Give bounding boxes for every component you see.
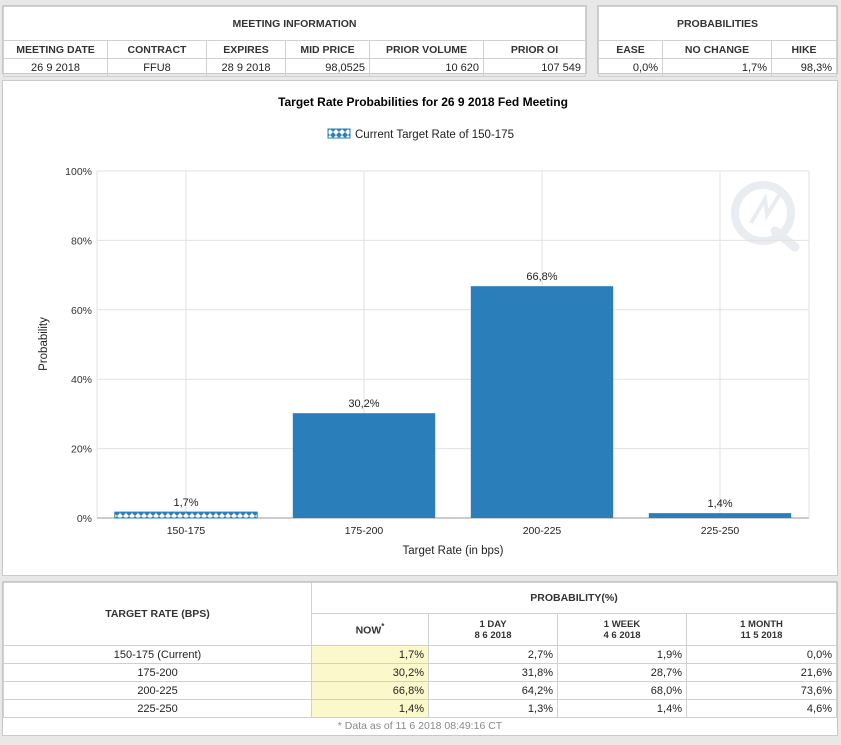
- y-tick-label: 20%: [71, 444, 92, 456]
- probabilities-panel: PROBABILITIES EASE NO CHANGE HIKE 0,0% 1…: [597, 5, 838, 77]
- week-cell: 28,7%: [557, 663, 687, 682]
- month-cell: 21,6%: [686, 663, 837, 682]
- target-rate-chart: Target Rate Probabilities for 26 9 2018 …: [38, 95, 810, 557]
- x-tick-labels: 150-175 175-200 200-225 225-250: [167, 525, 740, 537]
- expires-value: 28 9 2018: [206, 58, 286, 77]
- y-tick-labels: 0% 20% 40% 60% 80% 100%: [65, 166, 92, 525]
- period-label: 1 MONTH: [740, 618, 783, 630]
- chart-title: Target Rate Probabilities for 26 9 2018 …: [278, 95, 568, 109]
- now-cell: 1,4%: [311, 699, 429, 718]
- chart-legend[interactable]: Current Target Rate of 150-175: [327, 128, 514, 141]
- table-row: 225-250 1,4% 1,3% 1,4% 4,6%: [3, 699, 837, 718]
- now-cell: 1,7%: [311, 645, 429, 664]
- day-cell: 2,7%: [428, 645, 558, 664]
- meeting-info-title: MEETING INFORMATION: [3, 6, 586, 41]
- probability-header: PROBABILITY(%): [311, 582, 837, 614]
- col-no-change: NO CHANGE: [662, 40, 772, 59]
- probabilities-table: PROBABILITIES EASE NO CHANGE HIKE 0,0% 1…: [598, 6, 837, 77]
- table-row: 200-225 66,8% 64,2% 68,0% 73,6%: [3, 681, 837, 700]
- meeting-info-table: MEETING INFORMATION MEETING DATE CONTRAC…: [3, 6, 586, 77]
- month-cell: 73,6%: [686, 681, 837, 700]
- chart-panel: Target Rate Probabilities for 26 9 2018 …: [2, 80, 838, 576]
- col-prior-oi: PRIOR OI: [483, 40, 586, 59]
- grid-lines: [96, 170, 810, 519]
- y-tick-label: 0%: [77, 513, 92, 525]
- ease-value: 0,0%: [598, 58, 663, 77]
- col-now: NOW*: [311, 613, 429, 646]
- period-label: 1 DAY: [479, 618, 507, 630]
- rate-cell: 225-250: [3, 699, 312, 718]
- data-label: 66,8%: [526, 271, 557, 283]
- prior-oi-value: 107 549: [483, 58, 586, 77]
- col-hike: HIKE: [771, 40, 837, 59]
- month-cell: 4,6%: [686, 699, 837, 718]
- probabilities-title: PROBABILITIES: [598, 6, 837, 41]
- y-tick-label: 80%: [71, 235, 92, 247]
- data-label: 1,4%: [707, 498, 732, 510]
- bar-225-250: [648, 513, 792, 518]
- bar-150-175: [114, 511, 258, 519]
- period-date: 11 5 2018: [740, 629, 783, 641]
- legend-label: Current Target Rate of 150-175: [355, 129, 514, 141]
- contract-value: FFU8: [107, 58, 207, 77]
- now-mark: *: [381, 622, 385, 632]
- col-target-rate: TARGET RATE (BPS): [3, 582, 312, 646]
- month-cell: 0,0%: [686, 645, 837, 664]
- y-axis-label: Probability: [38, 317, 50, 371]
- now-cell: 66,8%: [311, 681, 429, 700]
- week-cell: 1,4%: [557, 699, 687, 718]
- hike-value: 98,3%: [771, 58, 837, 77]
- rate-cell: 175-200: [3, 663, 312, 682]
- table-row: 175-200 30,2% 31,8% 28,7% 21,6%: [3, 663, 837, 682]
- x-tick-label: 225-250: [701, 525, 740, 537]
- day-cell: 1,3%: [428, 699, 558, 718]
- col-meeting-date: MEETING DATE: [3, 40, 108, 59]
- now-label: NOW: [355, 624, 382, 637]
- data-label: 1,7%: [173, 497, 198, 509]
- meeting-date-value: 26 9 2018: [3, 58, 108, 77]
- table-row: 150-175 (Current) 1,7% 2,7% 1,9% 0,0%: [3, 645, 837, 664]
- col-1-week: 1 WEEK 4 6 2018: [557, 613, 687, 646]
- col-expires: EXPIRES: [206, 40, 286, 59]
- now-cell: 30,2%: [311, 663, 429, 682]
- col-ease: EASE: [598, 40, 663, 59]
- period-date: 8 6 2018: [474, 629, 512, 641]
- x-tick-label: 200-225: [523, 525, 562, 537]
- period-label: 1 WEEK: [603, 618, 641, 630]
- period-date: 4 6 2018: [603, 629, 641, 641]
- y-tick-label: 60%: [71, 305, 92, 317]
- data-label: 30,2%: [348, 398, 379, 410]
- prior-volume-value: 10 620: [369, 58, 484, 77]
- no-change-value: 1,7%: [662, 58, 772, 77]
- col-1-month: 1 MONTH 11 5 2018: [686, 613, 837, 646]
- target-rate-table: TARGET RATE (BPS) PROBABILITY(%) NOW* 1 …: [3, 582, 837, 734]
- x-tick-label: 175-200: [345, 525, 384, 537]
- rate-cell: 150-175 (Current): [3, 645, 312, 664]
- col-contract: CONTRACT: [107, 40, 207, 59]
- x-tick-label: 150-175: [167, 525, 206, 537]
- y-tick-label: 100%: [65, 166, 92, 178]
- y-tick-label: 40%: [71, 374, 92, 386]
- col-mid-price: MID PRICE: [285, 40, 370, 59]
- data-labels: 1,7% 30,2% 66,8% 1,4%: [173, 271, 732, 510]
- bar-175-200: [292, 413, 436, 518]
- x-axis-label: Target Rate (in bps): [403, 545, 504, 557]
- col-prior-volume: PRIOR VOLUME: [369, 40, 484, 59]
- day-cell: 31,8%: [428, 663, 558, 682]
- legend-swatch: [327, 128, 351, 139]
- col-1-day: 1 DAY 8 6 2018: [428, 613, 558, 646]
- day-cell: 64,2%: [428, 681, 558, 700]
- watermark-logo-icon: [731, 181, 800, 252]
- week-cell: 1,9%: [557, 645, 687, 664]
- week-cell: 68,0%: [557, 681, 687, 700]
- meeting-info-panel: MEETING INFORMATION MEETING DATE CONTRAC…: [2, 5, 587, 77]
- mid-price-value: 98,0525: [285, 58, 370, 77]
- data-timestamp-footnote: * Data as of 11 6 2018 08:49:16 CT: [337, 720, 503, 732]
- rate-cell: 200-225: [3, 681, 312, 700]
- bars: [114, 286, 792, 519]
- bar-200-225: [470, 286, 614, 518]
- target-rate-panel: TARGET RATE (BPS) PROBABILITY(%) NOW* 1 …: [2, 581, 838, 736]
